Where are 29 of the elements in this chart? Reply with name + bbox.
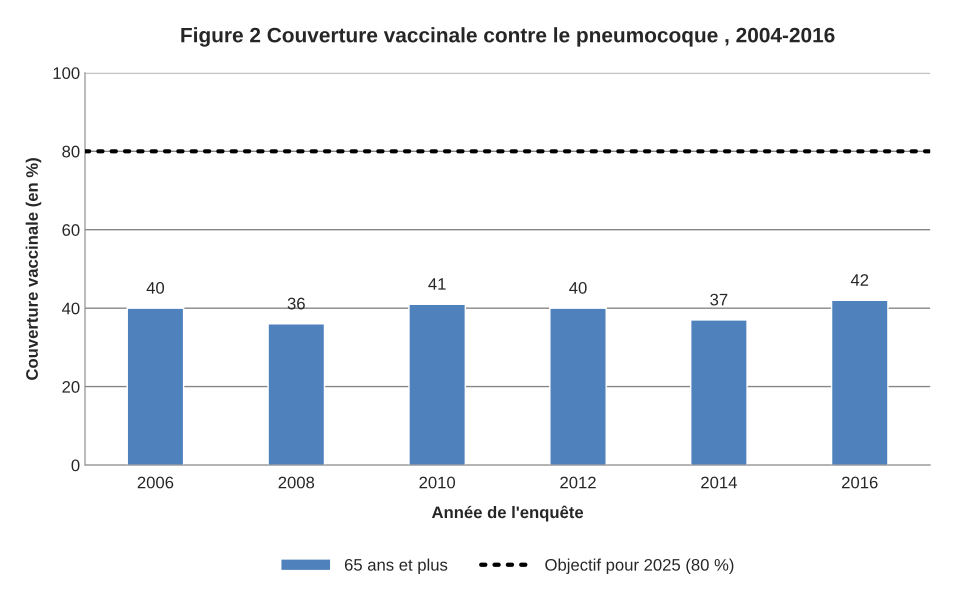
legend-label: 65 ans et plus bbox=[344, 558, 448, 574]
y-tick-label: 0 bbox=[72, 459, 80, 472]
data-label: 36 bbox=[288, 298, 305, 310]
data-label: 42 bbox=[850, 274, 868, 286]
y-axis-title: Couverture vaccinale (en %) bbox=[26, 158, 42, 380]
bar bbox=[549, 307, 607, 466]
x-tick-label: 2010 bbox=[419, 476, 456, 488]
data-label: 40 bbox=[146, 282, 164, 294]
legend-label: Objectif pour 2025 (80 %) bbox=[545, 558, 734, 574]
chart-title: Figure 2 Couverture vaccinale contre le pneumocoque , 2004-2016 bbox=[181, 27, 835, 47]
x-tick-label: 2014 bbox=[701, 476, 737, 488]
y-tick-label: 20 bbox=[62, 381, 80, 393]
x-tick-label: 2008 bbox=[278, 476, 314, 488]
bar bbox=[126, 307, 184, 466]
bar bbox=[267, 323, 326, 466]
bar bbox=[830, 300, 889, 466]
y-tick-label: 40 bbox=[62, 302, 80, 314]
y-tick-label: 80 bbox=[62, 146, 80, 158]
data-label: 41 bbox=[428, 278, 446, 290]
x-axis-title: Année de l'enquête bbox=[432, 506, 584, 522]
data-label: 37 bbox=[710, 294, 728, 306]
y-tick-label: 60 bbox=[62, 224, 80, 236]
bar bbox=[408, 304, 466, 466]
x-tick-label: 2012 bbox=[560, 476, 596, 488]
y-tick-label: 100 bbox=[54, 67, 80, 80]
x-tick-label: 2006 bbox=[138, 476, 174, 488]
data-label: 40 bbox=[569, 282, 587, 294]
x-tick-label: 2016 bbox=[842, 476, 878, 488]
bar bbox=[690, 319, 748, 466]
